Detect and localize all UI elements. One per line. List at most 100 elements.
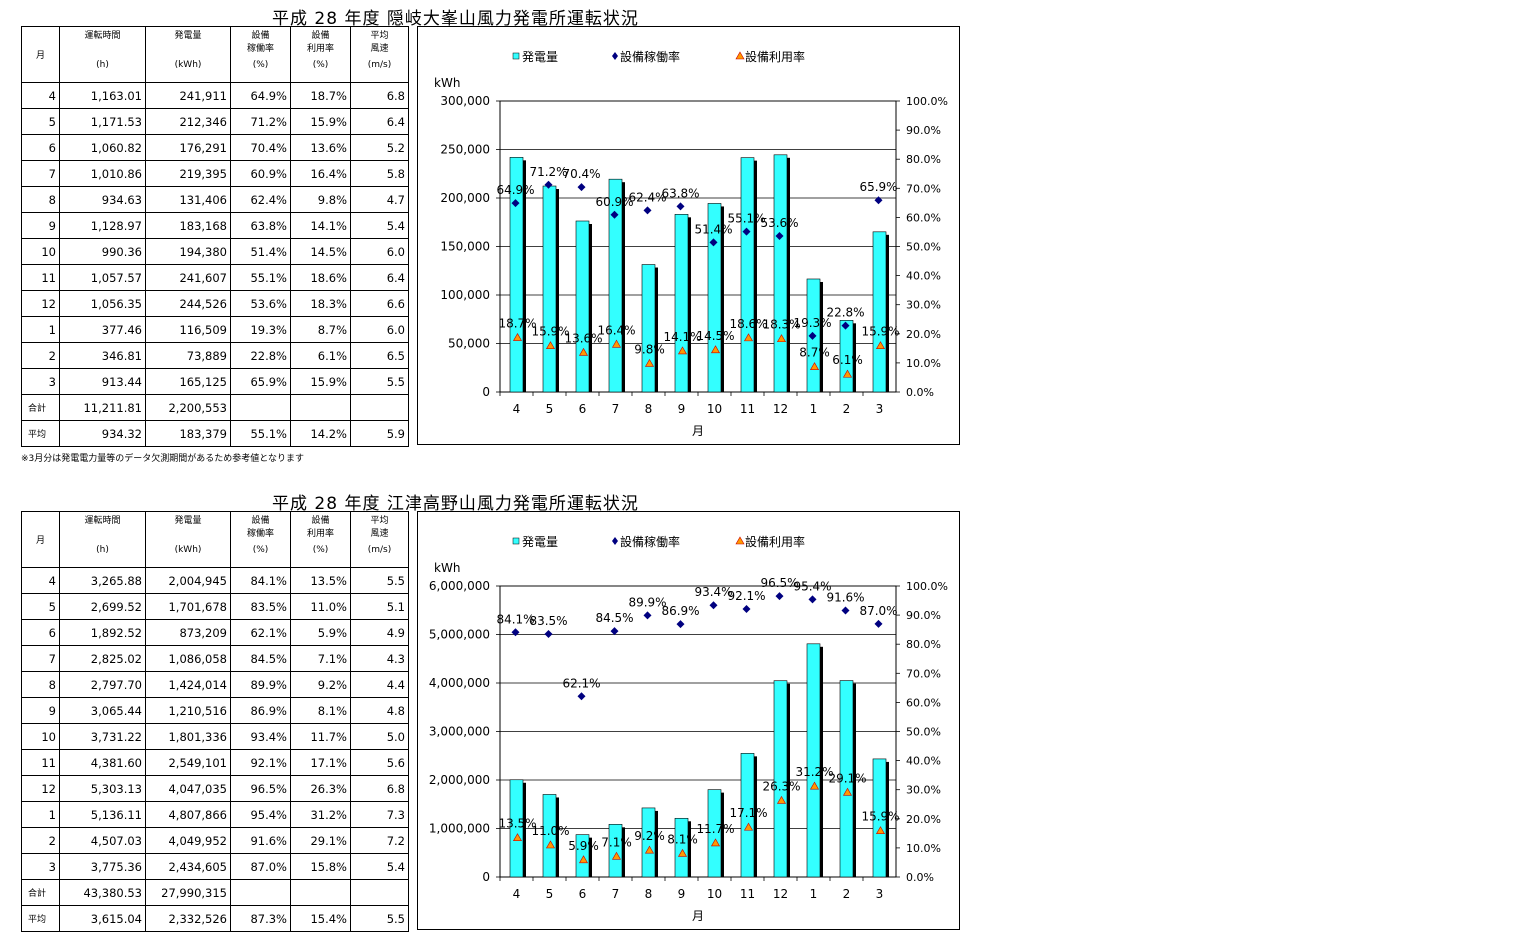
table-cell: 13.6% — [290, 134, 351, 161]
table-cell: 934.63 — [59, 186, 146, 213]
y2-tick-label: 30.0% — [906, 784, 941, 797]
table-cell: 7 — [21, 160, 60, 187]
header-operating-rate-line: 設備 — [251, 516, 270, 526]
table-cell: 11.0% — [290, 593, 351, 620]
section-2-title: 平成 28 年度 江津高野山風力発電所運転状況 — [272, 494, 639, 514]
header-utilization-rate-line: 利用率 — [306, 44, 334, 54]
table-cell: 18.7% — [290, 82, 351, 109]
utilization-rate-label: 16.4% — [597, 323, 635, 337]
table-cell: 15.4% — [290, 905, 351, 932]
bar — [707, 789, 722, 878]
table-cell: 18.6% — [290, 264, 351, 291]
table-cell: 2,004,945 — [145, 567, 231, 594]
table-cell: 8 — [21, 186, 60, 213]
table-cell: 1,086,058 — [145, 645, 231, 672]
table-cell: 83.5% — [230, 593, 291, 620]
legend-triangle-swatch — [735, 51, 745, 60]
table-cell: 6.5 — [350, 342, 409, 369]
table-cell — [230, 394, 291, 421]
table-cell: 1,056.35 — [59, 290, 146, 317]
x-tick-label: 9 — [678, 887, 686, 901]
x-tick-label: 8 — [645, 887, 653, 901]
operating-rate-label: 63.8% — [661, 186, 699, 200]
table-row: 7 1,010.86 219,395 60.9% 16.4% 5.8 — [21, 160, 409, 187]
y-tick-label: 300,000 — [440, 94, 490, 108]
table-cell: 合計 — [21, 394, 60, 421]
legend-label: 設備利用率 — [745, 49, 805, 64]
bar — [707, 203, 722, 393]
table-cell: 4,807,866 — [145, 801, 231, 828]
table-cell: 5,303.13 — [59, 775, 146, 802]
utilization-rate-label: 29.1% — [828, 771, 866, 785]
utilization-rate-point — [710, 838, 721, 847]
x-tick-label: 3 — [876, 402, 884, 416]
header-utilization-rate-line: 設備 — [311, 31, 330, 41]
operating-rate-label: 71.2% — [529, 165, 567, 179]
header-utilization-rate-line: 設備 — [311, 516, 330, 526]
operating-rate-label: 70.4% — [562, 167, 600, 181]
table-cell: 43,380.53 — [59, 879, 146, 906]
table-cell: 8.1% — [290, 697, 351, 724]
table-cell: 183,379 — [145, 420, 231, 447]
header-wind-speed-line: 平均 — [370, 31, 389, 41]
table-cell: 934.32 — [59, 420, 146, 447]
header-utilization-rate: 設備 利用率 (%) — [290, 26, 351, 83]
table-cell: 5.5 — [350, 567, 409, 594]
table-cell: 9.8% — [290, 186, 351, 213]
table-cell: 5.8 — [350, 160, 409, 187]
table-cell: 4.8 — [350, 697, 409, 724]
y2-tick-label: 70.0% — [906, 182, 941, 195]
table-cell: 2,332,526 — [145, 905, 231, 932]
utilization-rate-point — [776, 795, 787, 804]
table-cell: 27,990,315 — [145, 879, 231, 906]
table-cell: 212,346 — [145, 108, 231, 135]
header-energy: 発電量 (kWh) — [145, 26, 231, 83]
bar — [575, 834, 590, 878]
table-cell: 9 — [21, 697, 60, 724]
operating-rate-point — [511, 628, 520, 637]
y-axis-title: kWh — [434, 561, 460, 575]
operating-rate-label: 87.0% — [859, 604, 897, 618]
operating-rate-label: 55.1% — [727, 212, 765, 226]
x-tick-label: 1 — [810, 402, 818, 416]
y2-tick-label: 10.0% — [906, 842, 941, 855]
x-tick-label: 4 — [513, 887, 521, 901]
x-tick-label: 10 — [707, 402, 722, 416]
table-row: 1 377.46 116,509 19.3% 8.7% 6.0 — [21, 316, 409, 343]
operating-rate-point — [544, 630, 553, 639]
table-cell: 6 — [21, 134, 60, 161]
table-cell: 2,825.02 — [59, 645, 146, 672]
x-tick-label: 8 — [645, 402, 653, 416]
table-cell: 9 — [21, 212, 60, 239]
table-row: 4 3,265.88 2,004,945 84.1% 13.5% 5.5 — [21, 567, 409, 594]
table-cell: 71.2% — [230, 108, 291, 135]
table-cell: 5 — [21, 593, 60, 620]
table-cell: 16.4% — [290, 160, 351, 187]
utilization-rate-point — [743, 822, 754, 831]
table-cell: 65.9% — [230, 368, 291, 395]
table-average-row: 平均 3,615.04 2,332,526 87.3% 15.4% 5.5 — [21, 905, 409, 932]
header-hours: 運転時間 (h) — [59, 26, 146, 83]
operating-rate-point — [577, 183, 586, 192]
y-tick-label: 2,000,000 — [429, 773, 490, 787]
header-month: 月 — [21, 26, 60, 83]
header-wind-speed-line: 風速 — [370, 44, 389, 54]
table-cell: 4.4 — [350, 671, 409, 698]
table-cell: 165,125 — [145, 368, 231, 395]
operating-rate-point — [841, 606, 850, 615]
header-utilization-rate-line: 利用率 — [306, 529, 334, 539]
bar — [542, 794, 557, 878]
x-tick-label: 7 — [612, 402, 620, 416]
table-cell: 15.9% — [290, 108, 351, 135]
operating-rate-point — [841, 321, 850, 330]
utilization-rate-point — [710, 345, 721, 354]
operating-rate-point — [874, 619, 883, 628]
bar — [641, 264, 656, 393]
header-hours-line: (h) — [96, 60, 109, 70]
table-cell: 14.5% — [290, 238, 351, 265]
table-cell: 3,775.36 — [59, 853, 146, 880]
table-cell: 4.7 — [350, 186, 409, 213]
table-cell: 87.0% — [230, 853, 291, 880]
utilization-rate-label: 14.1% — [663, 330, 701, 344]
table-cell: 2,797.70 — [59, 671, 146, 698]
